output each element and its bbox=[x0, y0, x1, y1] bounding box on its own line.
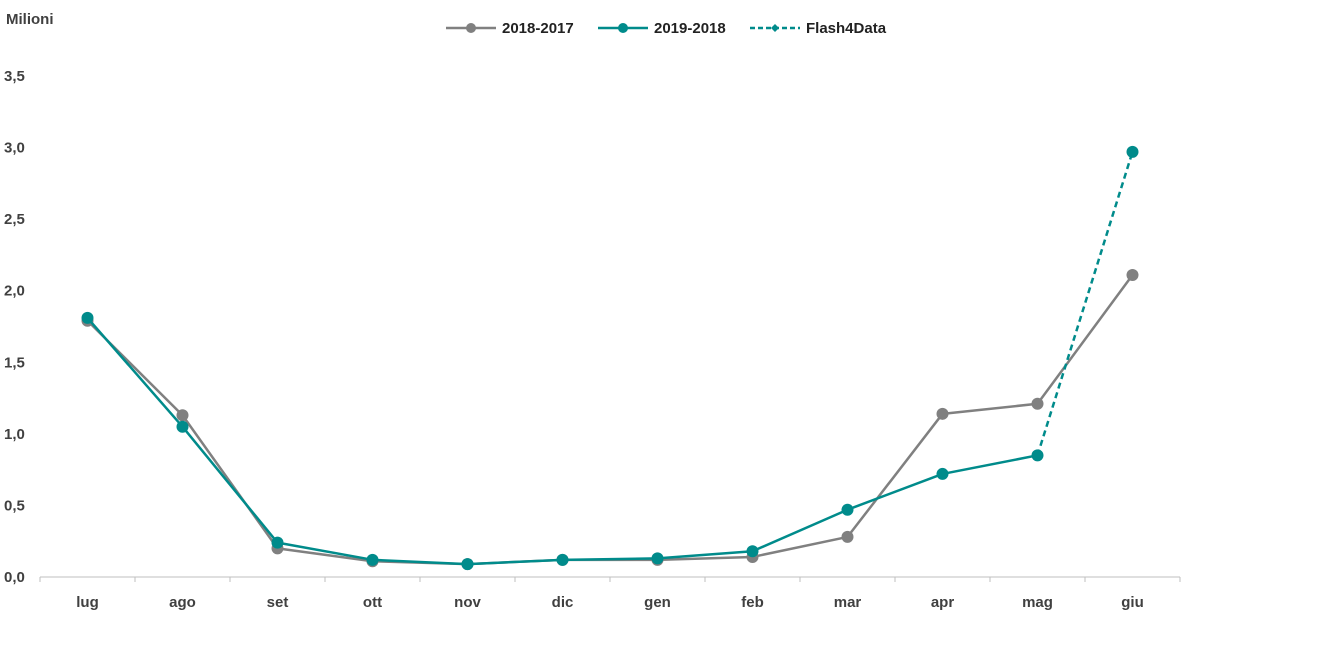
y-tick-label: 1,0 bbox=[4, 426, 25, 443]
data-point bbox=[271, 536, 284, 549]
data-point bbox=[1126, 145, 1139, 158]
series-Flash4Data bbox=[1036, 145, 1139, 456]
data-point bbox=[556, 553, 569, 566]
x-tick-label: dic bbox=[552, 594, 574, 611]
legend: 2018-2017 2019-2018 Flash4Data bbox=[446, 20, 887, 37]
x-tick-label: mar bbox=[834, 594, 862, 611]
data-point bbox=[81, 311, 94, 324]
x-tick-label: mag bbox=[1022, 594, 1053, 611]
x-tick-label: feb bbox=[741, 594, 764, 611]
y-tick-label: 2,0 bbox=[4, 283, 25, 300]
x-tick-label: ago bbox=[169, 594, 196, 611]
data-point bbox=[366, 553, 379, 566]
x-tick-label: gen bbox=[644, 594, 671, 611]
axes: lug ago set ott nov dic gen feb mar apr mag giu 0,0 0… bbox=[4, 68, 1181, 611]
y-axis-title: Milioni bbox=[6, 11, 54, 28]
legend-label: Flash4Data bbox=[806, 20, 887, 37]
series-2019-2018 bbox=[81, 311, 1044, 571]
data-point bbox=[176, 420, 189, 433]
x-tick-label: apr bbox=[931, 594, 955, 611]
series-line bbox=[86, 317, 1038, 566]
series-line bbox=[1036, 151, 1134, 456]
data-point bbox=[936, 407, 949, 420]
y-tick-label: 3,5 bbox=[4, 68, 25, 85]
x-tick-label: ott bbox=[363, 594, 382, 611]
y-tick-label: 1,5 bbox=[4, 354, 25, 371]
y-tick-label: 0,5 bbox=[4, 497, 25, 514]
legend-swatch-marker bbox=[771, 24, 779, 32]
legend-label: 2019-2018 bbox=[654, 20, 726, 37]
series-2018-2017 bbox=[81, 268, 1139, 571]
data-point bbox=[651, 552, 664, 565]
data-point bbox=[461, 558, 474, 571]
data-point bbox=[841, 503, 854, 516]
legend-item: 2018-2017 bbox=[446, 20, 574, 37]
legend-item: 2019-2018 bbox=[598, 20, 726, 37]
series-line bbox=[86, 274, 1134, 566]
y-tick-label: 3,0 bbox=[4, 140, 25, 157]
data-point bbox=[746, 545, 759, 558]
data-point bbox=[936, 467, 949, 480]
data-point bbox=[841, 530, 854, 543]
y-tick-label: 2,5 bbox=[4, 211, 25, 228]
x-tick-label: lug bbox=[76, 594, 99, 611]
data-point bbox=[176, 409, 189, 422]
data-point bbox=[1031, 397, 1044, 410]
legend-swatch-marker bbox=[618, 23, 628, 33]
legend-label: 2018-2017 bbox=[502, 20, 574, 37]
x-tick-label: nov bbox=[454, 594, 481, 611]
x-tick-label: set bbox=[267, 594, 289, 611]
series-layer bbox=[81, 145, 1139, 571]
legend-item: Flash4Data bbox=[750, 20, 887, 37]
y-tick-label: 0,0 bbox=[4, 569, 25, 586]
data-point bbox=[1126, 268, 1139, 281]
x-tick-label: giu bbox=[1121, 594, 1144, 611]
legend-swatch-marker bbox=[466, 23, 476, 33]
